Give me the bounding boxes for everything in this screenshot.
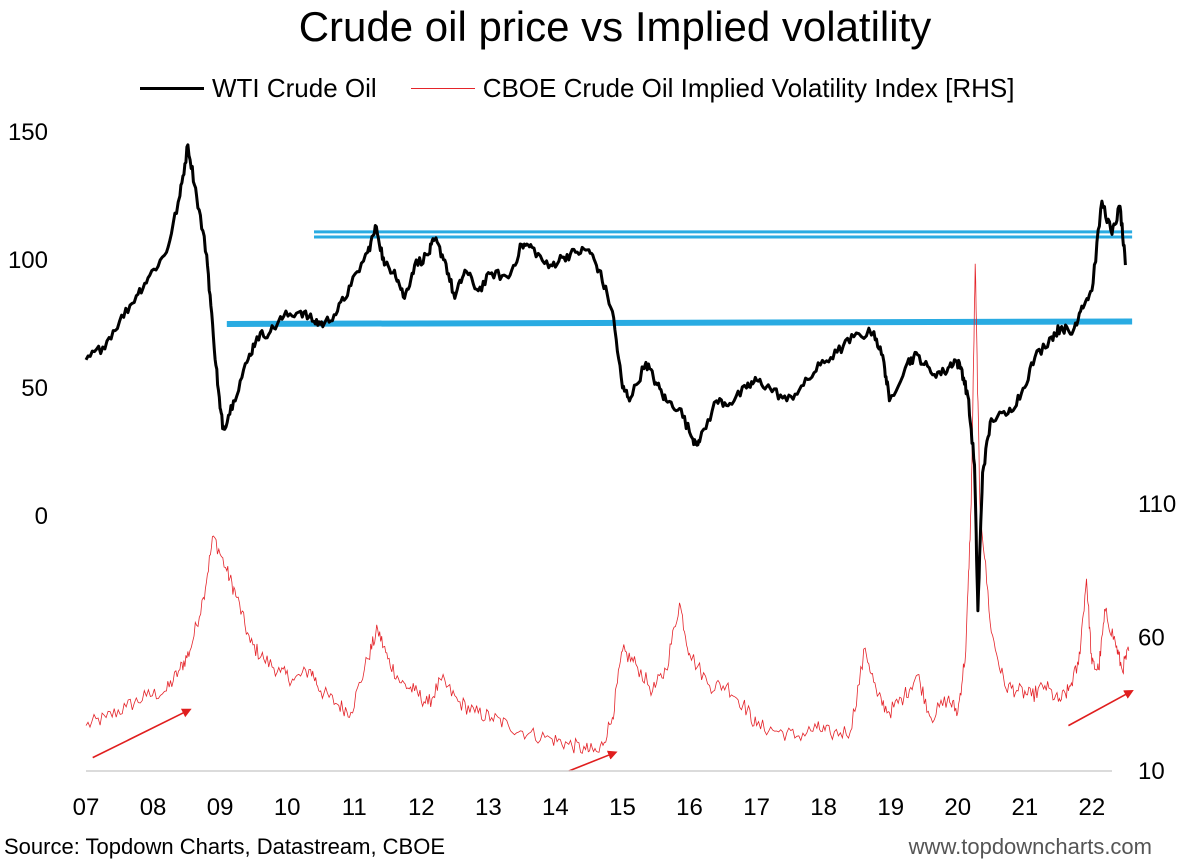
x-tick-label: 10 <box>274 794 301 821</box>
x-tick-label: 08 <box>140 794 167 821</box>
y-left-tick-label: 150 <box>8 119 48 146</box>
x-tick-label: 13 <box>475 794 502 821</box>
level-line-3 <box>226 318 1133 327</box>
y-left-tick-label: 100 <box>8 247 48 274</box>
legend-swatch-wti <box>140 86 204 90</box>
axes-group: 0 50 100 150 10 60 110 07 08 09 10 11 12 13 14 15 16 17 18… <box>8 119 1176 821</box>
legend-item-ovx: CBOE Crude Oil Implied Volatility Index … <box>410 72 1015 104</box>
x-tick-label: 15 <box>609 794 636 821</box>
x-tick-label: 19 <box>877 794 904 821</box>
x-tick-label: 22 <box>1079 794 1106 821</box>
x-tick-label: 14 <box>542 794 569 821</box>
y-right-tick-label: 10 <box>1138 758 1165 785</box>
x-tick-label: 20 <box>944 794 971 821</box>
trend-arrow-3 <box>1068 689 1134 727</box>
x-tick-label: 18 <box>810 794 837 821</box>
x-tick-label: 09 <box>207 794 234 821</box>
chart-title: Crude oil price vs Implied volatility <box>298 3 932 50</box>
source-note: Source: Topdown Charts, Datastream, CBOE <box>4 834 446 859</box>
x-tick-label: 16 <box>676 794 703 821</box>
trend-arrow-1 <box>92 708 192 759</box>
y-left-tick-label: 50 <box>21 375 48 402</box>
trend-arrows-group <box>92 689 1134 772</box>
x-tick-label: 17 <box>743 794 770 821</box>
chart-legend: WTI Crude Oil CBOE Crude Oil Implied Vol… <box>140 72 1048 104</box>
y-left-tick-label: 0 <box>35 503 48 530</box>
y-right-tick-label: 110 <box>1138 491 1176 518</box>
level-lines-group <box>226 230 1133 327</box>
wti-series-line <box>84 143 1127 613</box>
legend-label-ovx: CBOE Crude Oil Implied Volatility Index … <box>482 72 1015 103</box>
x-tick-label: 07 <box>73 794 100 821</box>
x-tick-label: 11 <box>342 794 367 821</box>
ovx-series-group <box>85 263 1130 755</box>
legend-label-wti: WTI Crude Oil <box>212 72 377 103</box>
ovx-series-line <box>85 263 1130 755</box>
trend-arrow-2 <box>568 750 618 772</box>
y-right-tick-label: 60 <box>1138 625 1165 652</box>
legend-swatch-ovx <box>410 87 475 89</box>
x-tick-label: 21 <box>1011 794 1038 821</box>
legend-item-wti: WTI Crude Oil <box>140 73 377 104</box>
x-tick-label: 12 <box>408 794 435 821</box>
wti-series-group <box>84 143 1127 613</box>
website-note: www.topdowncharts.com <box>908 834 1152 859</box>
